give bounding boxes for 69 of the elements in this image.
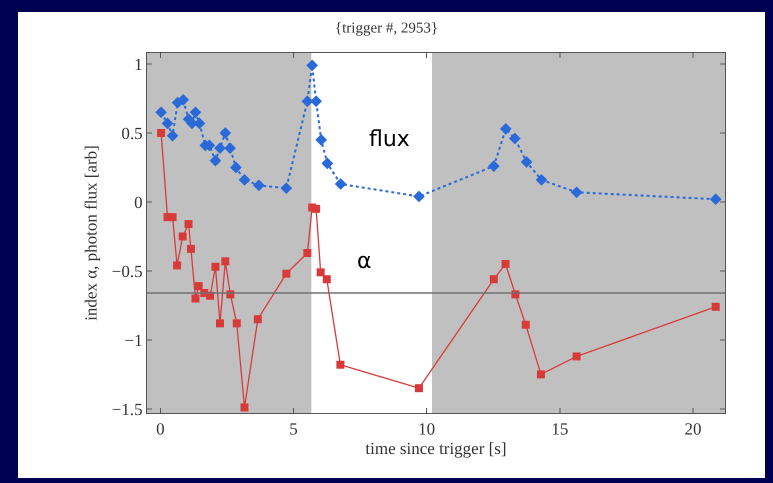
point <box>155 106 167 118</box>
point <box>310 95 322 108</box>
point <box>173 261 182 270</box>
point <box>166 130 178 142</box>
x-tick-label: 0 <box>156 419 165 438</box>
point <box>238 174 250 186</box>
point <box>253 180 265 192</box>
point <box>240 403 248 412</box>
point <box>214 142 226 154</box>
point <box>500 123 512 135</box>
point <box>168 213 177 222</box>
point <box>254 315 262 324</box>
point <box>315 134 328 146</box>
series-label: α <box>357 249 372 274</box>
x-axis-title: time since trigger [s] <box>365 438 507 458</box>
point <box>186 244 195 253</box>
point <box>210 154 222 166</box>
y-tick-label: −0.5 <box>112 262 143 281</box>
point <box>232 319 241 328</box>
point <box>334 178 346 190</box>
y-tick-label: 0 <box>134 192 143 212</box>
point <box>508 132 521 144</box>
point <box>712 302 720 311</box>
point <box>221 257 230 266</box>
y-tick-label: 1 <box>134 54 143 74</box>
point <box>178 232 187 240</box>
point <box>191 294 200 303</box>
x-tick-label: 20 <box>684 419 702 438</box>
point <box>414 384 423 392</box>
point <box>302 95 314 108</box>
point <box>536 370 545 378</box>
point <box>162 117 174 130</box>
series-label: flux <box>369 127 410 152</box>
point <box>570 186 582 198</box>
point <box>710 193 722 206</box>
point <box>280 182 292 194</box>
point <box>502 260 510 268</box>
point <box>312 204 320 213</box>
point <box>224 142 236 154</box>
point <box>184 220 193 228</box>
point <box>194 282 203 290</box>
point <box>572 352 581 360</box>
point <box>230 162 242 174</box>
point <box>303 249 312 257</box>
point <box>322 275 331 284</box>
point <box>522 320 530 329</box>
point <box>490 275 498 284</box>
chart-title: {trigger #, 2953} <box>334 20 438 36</box>
x-tick-label: 15 <box>551 419 568 438</box>
y-tick-label: 0.5 <box>121 124 143 143</box>
point <box>282 270 290 278</box>
x-tick-label: 5 <box>289 419 298 438</box>
y-tick-label: −1 <box>124 330 143 350</box>
point <box>520 156 532 168</box>
point <box>216 319 224 328</box>
y-axis-title: index α, photon flux [arb] <box>81 145 100 321</box>
point <box>211 262 220 271</box>
point <box>157 129 166 137</box>
point <box>536 174 548 186</box>
point <box>219 127 232 139</box>
y-tick-label: −1.5 <box>112 400 143 419</box>
point <box>488 160 500 172</box>
point <box>316 268 325 276</box>
point <box>190 106 202 118</box>
point <box>413 190 425 202</box>
x-tick-label: 10 <box>418 419 436 438</box>
point <box>306 60 318 72</box>
point <box>321 157 334 170</box>
point <box>336 360 344 369</box>
